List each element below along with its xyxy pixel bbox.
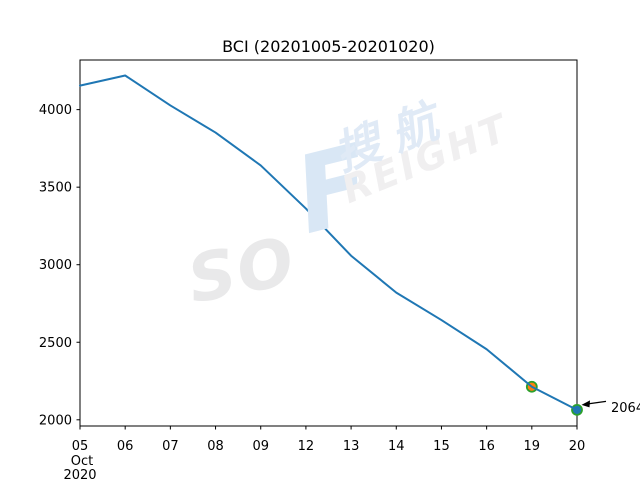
annotation-arrow-line [587,400,607,405]
x-tick-label: 15 [433,439,450,454]
annotation-label: 2064 [611,401,640,416]
y-tick-label: 3000 [39,258,72,273]
x-tick-label: 06 [117,439,134,454]
x-tick-label: 14 [388,439,405,454]
x-tick-label: 20 [569,439,586,454]
y-tick-label: 4000 [39,103,72,118]
data-line [79,74,578,411]
y-tick-label: 3500 [39,181,72,196]
x-tick-label: 08 [207,439,224,454]
x-tick-label: 19 [524,439,541,454]
x-tick-label: 12 [298,439,315,454]
x-tick-label: 05 [72,439,89,454]
axes-box [79,59,578,427]
chart-title: BCI (20201005-20201020) [222,37,435,56]
x-offset-month: Oct [71,454,93,469]
annotation-arrow-head [581,400,590,408]
x-offset-year: 2020 [63,468,96,480]
x-tick-label: 07 [162,439,179,454]
x-tick-label: 09 [252,439,269,454]
x-tick-label: 16 [478,439,495,454]
y-tick-label: 2000 [39,413,72,428]
x-tick-label: 13 [343,439,360,454]
y-tick-label: 2500 [39,336,72,351]
